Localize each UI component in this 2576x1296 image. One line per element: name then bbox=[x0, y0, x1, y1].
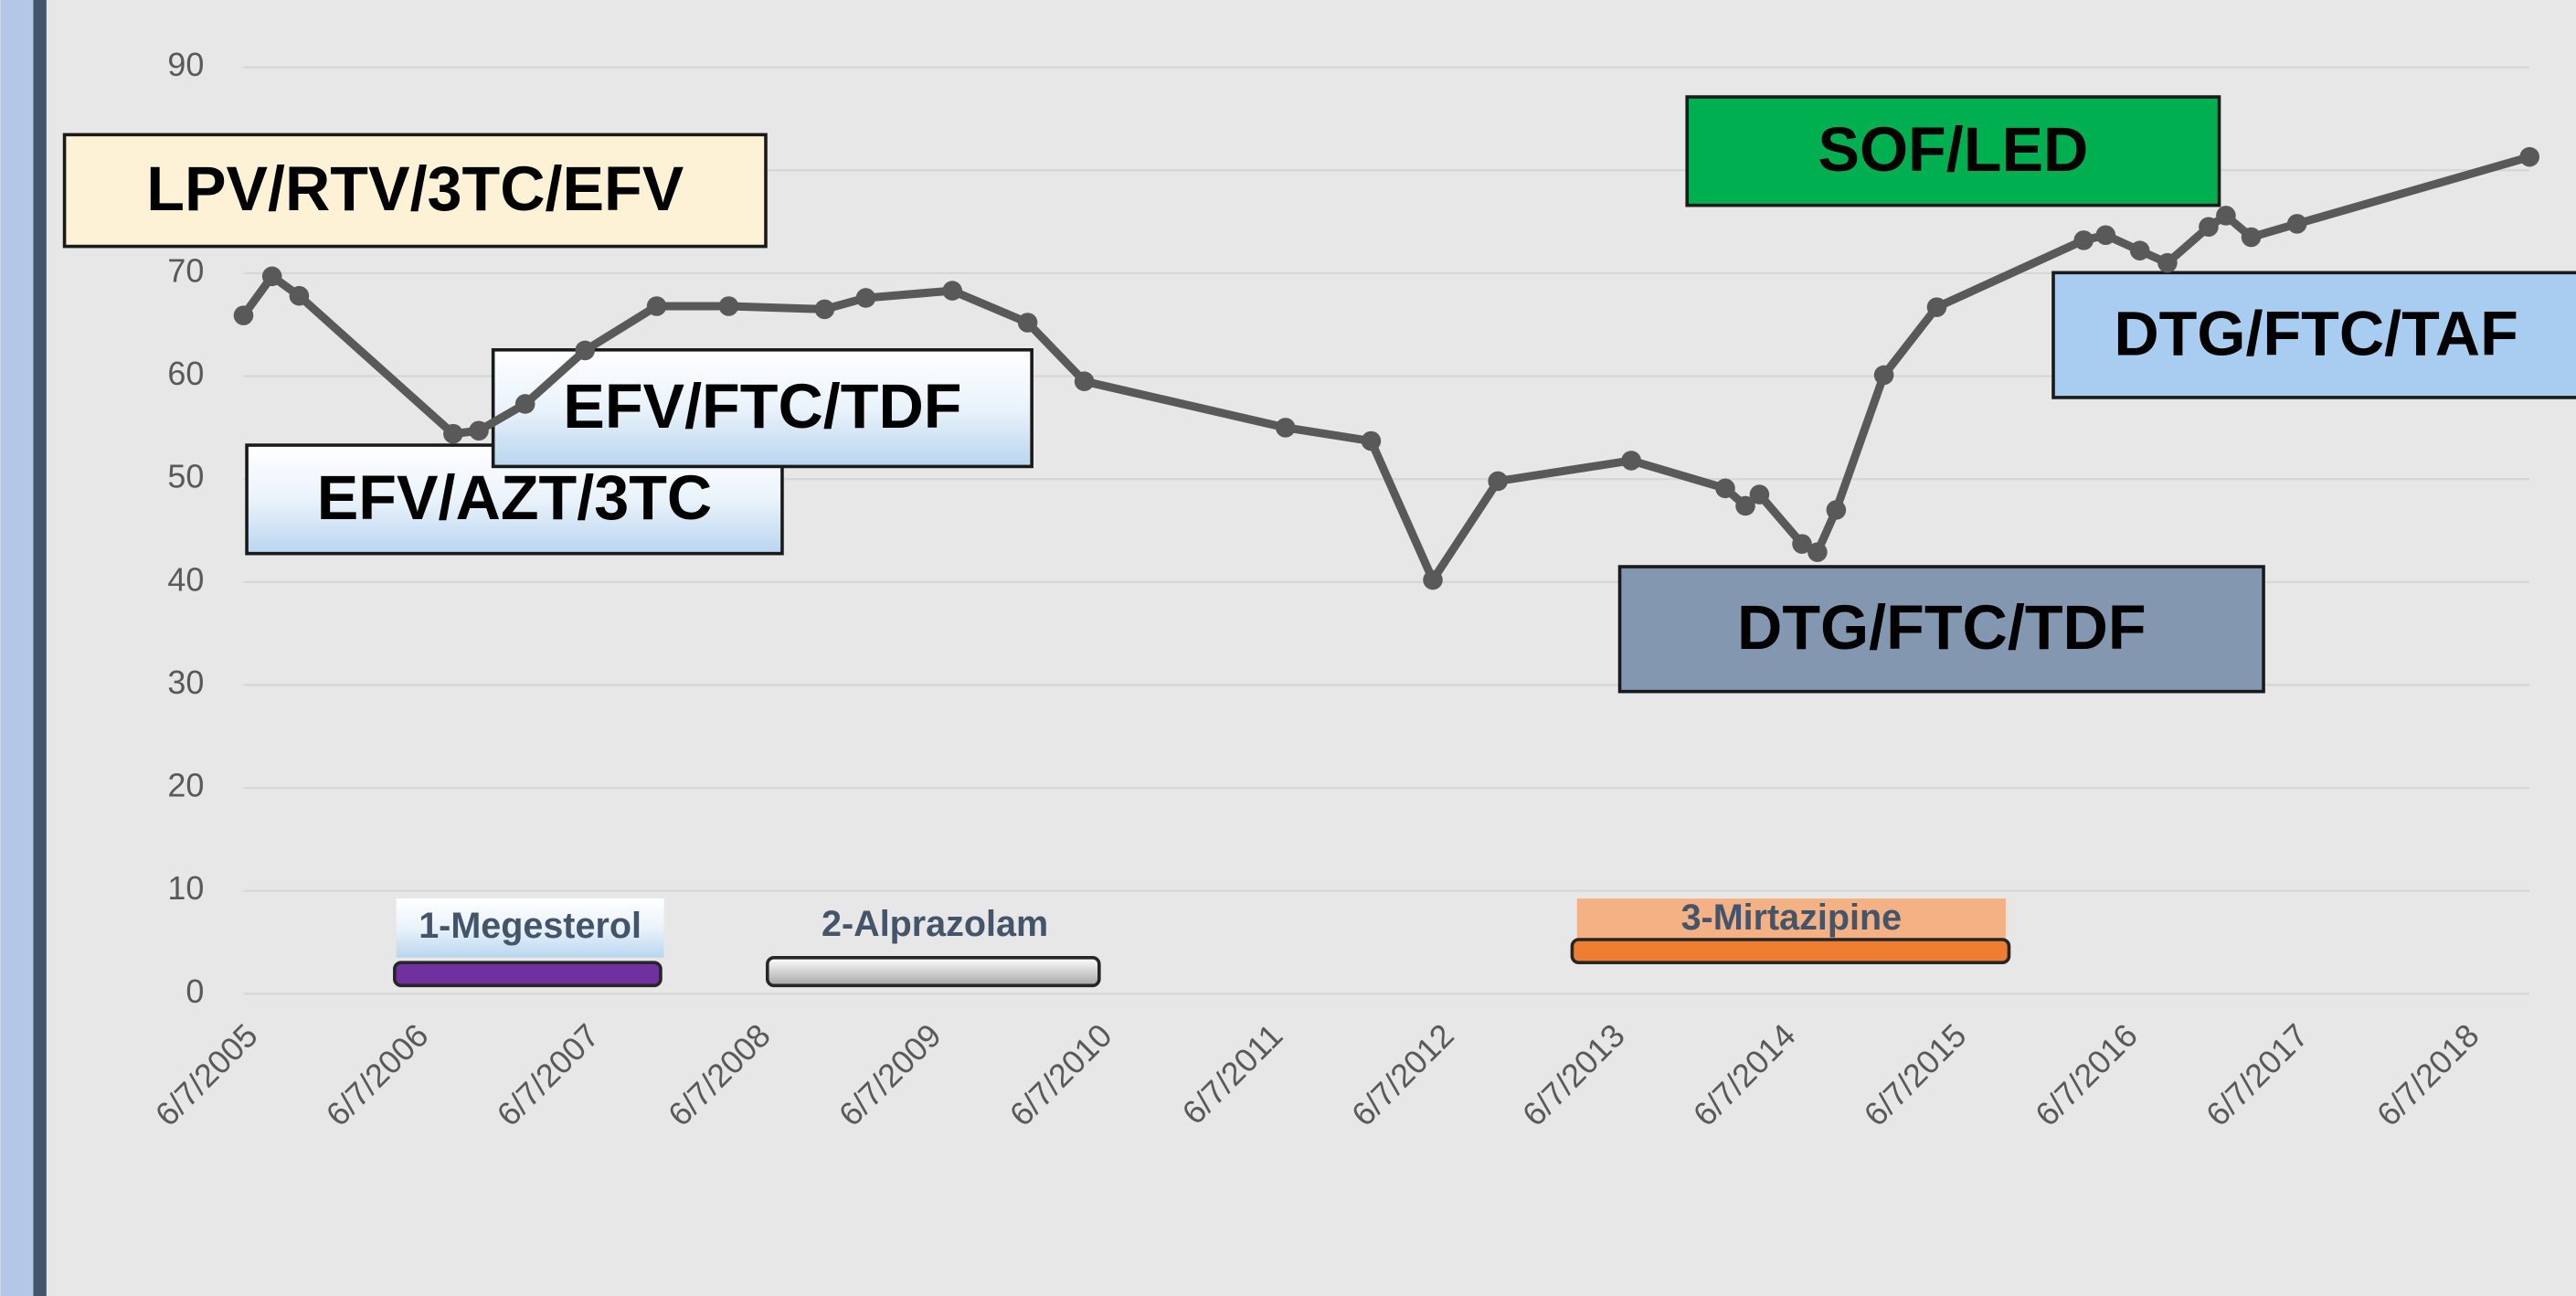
data-point bbox=[514, 394, 535, 414]
data-point bbox=[2199, 217, 2219, 238]
y-tick-label: 0 bbox=[186, 972, 204, 1010]
annotation-box bbox=[62, 133, 768, 249]
y-tick-label: 60 bbox=[167, 355, 204, 392]
data-point bbox=[1361, 430, 1382, 451]
annotation: EFV/FTC/TDF bbox=[491, 348, 1034, 469]
annotation-box bbox=[1685, 95, 2221, 207]
data-point bbox=[2129, 240, 2150, 260]
data-point bbox=[1074, 371, 1095, 391]
data-point bbox=[2519, 146, 2539, 167]
data-point bbox=[814, 299, 835, 320]
data-point bbox=[2216, 206, 2236, 226]
data-point bbox=[1423, 569, 1443, 590]
annotation: LPV/RTV/3TC/EFV bbox=[62, 133, 768, 249]
medication-label: 1-Megesterol bbox=[419, 906, 641, 946]
data-point bbox=[1826, 500, 1847, 520]
annotation-text: DTG/FTC/TAF bbox=[2114, 299, 2518, 368]
annotation: SOF/LED bbox=[1685, 95, 2221, 207]
annotation-text: DTG/FTC/TDF bbox=[1737, 593, 2147, 663]
y-tick-label: 50 bbox=[167, 458, 204, 495]
annotation-text: EFV/AZT/3TC bbox=[317, 463, 712, 533]
y-tick-label: 10 bbox=[167, 869, 204, 907]
data-point bbox=[2286, 214, 2307, 234]
data-point bbox=[2073, 230, 2094, 250]
data-point bbox=[718, 296, 739, 316]
medication-label: 2-Alprazolam bbox=[822, 904, 1048, 944]
medication: 1-Megesterol bbox=[393, 898, 664, 988]
data-point bbox=[1749, 484, 1770, 505]
medication-bar bbox=[765, 955, 1101, 988]
data-point bbox=[1792, 534, 1812, 554]
data-point bbox=[1873, 365, 1894, 386]
y-tick-label: 20 bbox=[167, 767, 204, 804]
left-strip bbox=[0, 0, 34, 1296]
medication: 2-Alprazolam bbox=[765, 904, 1101, 988]
y-tick-label: 30 bbox=[167, 664, 204, 701]
medication-bar bbox=[393, 961, 663, 988]
data-point bbox=[646, 296, 667, 316]
y-tick-label: 40 bbox=[167, 560, 204, 598]
data-point bbox=[1715, 478, 1735, 499]
data-point bbox=[942, 281, 962, 301]
data-point bbox=[233, 305, 254, 325]
data-point bbox=[289, 285, 310, 306]
medication-label-bg bbox=[396, 898, 664, 958]
data-point bbox=[469, 420, 489, 441]
data-point bbox=[1807, 542, 1828, 562]
data-point bbox=[1926, 297, 1947, 317]
annotation-text: EFV/FTC/TDF bbox=[563, 372, 961, 441]
data-point bbox=[2095, 225, 2116, 246]
medication-bar bbox=[1570, 938, 2011, 964]
medication-label: 3-Mirtazipine bbox=[1681, 898, 1903, 938]
medication-label-bg bbox=[1576, 898, 2006, 941]
data-point bbox=[855, 288, 876, 308]
data-point bbox=[2241, 227, 2262, 248]
annotation-text: LPV/RTV/3TC/EFV bbox=[146, 154, 684, 224]
data-point bbox=[1275, 418, 1296, 438]
data-point bbox=[2157, 252, 2178, 273]
annotation-text: SOF/LED bbox=[1818, 115, 2088, 185]
data-point bbox=[1017, 313, 1038, 333]
data-point bbox=[1735, 495, 1755, 516]
left-border bbox=[33, 0, 47, 1296]
y-tick-label: 70 bbox=[167, 251, 204, 289]
data-point bbox=[1488, 471, 1508, 492]
annotation: DTG/FTC/TAF bbox=[2051, 271, 2576, 399]
data-point bbox=[443, 423, 463, 444]
annotation: DTG/FTC/TDF bbox=[1617, 565, 2265, 694]
data-point bbox=[575, 340, 596, 361]
annotation-box bbox=[1617, 565, 2265, 694]
annotation-box bbox=[2051, 271, 2576, 399]
annotation-box bbox=[491, 348, 1034, 469]
y-tick-label: 90 bbox=[167, 46, 204, 83]
data-point bbox=[1621, 451, 1641, 471]
data-point bbox=[261, 266, 282, 287]
medication: 3-Mirtazipine bbox=[1570, 898, 2011, 964]
